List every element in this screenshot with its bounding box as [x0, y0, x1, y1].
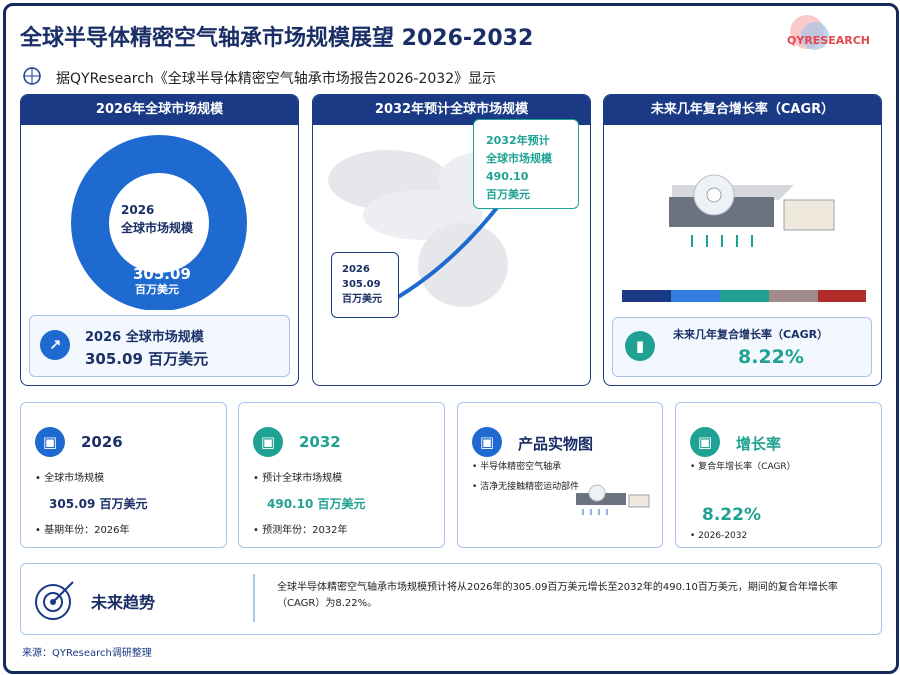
stat-card: ↗ 2026 全球市场规模 305.09 百万美元: [29, 315, 290, 377]
source: 来源：QYResearch调研整理: [22, 648, 152, 659]
card-item: • 预测年份：2032年: [253, 525, 348, 536]
donut-value: 305.09: [133, 265, 191, 283]
card-item: • 半导体精密空气轴承: [472, 462, 562, 472]
card-item: • 全球市场规模: [35, 473, 105, 484]
donut: [71, 135, 247, 310]
callout-text: 2026 305.09 百万美元: [342, 262, 382, 307]
card-item: • 复合年增长率（CAGR）: [690, 462, 796, 472]
arrow-icon: ↗: [40, 330, 70, 360]
callout-line: 2026: [342, 264, 370, 275]
logo-text: QYRESEARCH: [787, 34, 870, 47]
card-title: 2032: [299, 433, 341, 451]
card-icon: ▣: [253, 427, 283, 457]
card-value: 490.10 百万美元: [267, 497, 366, 511]
card-label: 未来几年复合增长率（CAGR）: [673, 328, 829, 341]
callout-line: 2032年预计: [486, 134, 550, 147]
card-item: • 基期年份：2026年: [35, 525, 130, 536]
callout-line: 305.09: [342, 279, 381, 290]
card-item: • 2026-2032: [690, 531, 748, 541]
card-icon: ▣: [472, 427, 502, 457]
callout-line: 百万美元: [486, 188, 530, 201]
panel-title: 2026年全球市场规模: [21, 95, 298, 125]
stat-card: ▮ 未来几年复合增长率（CAGR） 8.22%: [612, 317, 872, 377]
card-value: 305.09 百万美元: [85, 350, 209, 368]
subtitle: 据QYResearch《全球半导体精密空气轴承市场报告2026-2032》显示: [56, 71, 497, 87]
callout-text: 2032年预计 全球市场规模 490.10 百万美元: [486, 132, 552, 204]
product-image: [576, 484, 650, 515]
trend-box: 未来趋势 全球半导体精密空气轴承市场规模预计将从2026年的305.09百万美元…: [20, 563, 882, 635]
card-2032: ▣ 2032 • 预计全球市场规模 490.10 百万美元 • 预测年份：203…: [238, 402, 445, 548]
card-growth: ▣ 增长率 • 复合年增长率（CAGR） 8.22% • 2026-2032: [675, 402, 882, 548]
card-icon: ▣: [690, 427, 720, 457]
target-icon: [35, 581, 74, 620]
title: 全球半导体精密空气轴承市场规模展望 2026-2032: [20, 26, 534, 51]
card-product: ▣ 产品实物图 • 半导体精密空气轴承 • 洁净无接触精密运动部件: [457, 402, 663, 548]
chart-icon: ▮: [625, 331, 655, 361]
card-value: 305.09 百万美元: [49, 497, 148, 511]
donut-unit: 百万美元: [135, 283, 179, 296]
card-value: 8.22%: [702, 505, 761, 525]
divider: [253, 574, 255, 622]
globe-icon: [23, 67, 41, 85]
donut-year: 2026: [121, 203, 155, 217]
card-item: • 预计全球市场规模: [253, 473, 343, 484]
card-title: 产品实物图: [518, 435, 594, 453]
callout-line: 百万美元: [342, 294, 382, 305]
callout-line: 490.10: [486, 170, 529, 183]
trend-title: 未来趋势: [91, 593, 156, 612]
donut-ring: [71, 135, 247, 310]
card-item: • 洁净无接触精密运动部件: [472, 482, 580, 492]
panel-title: 未来几年复合增长率（CAGR）: [604, 95, 881, 125]
panel-2032: 2032年预计全球市场规模 2032年预计 全球市场规模 490.10 百万美元…: [312, 94, 591, 386]
card-title: 2026: [81, 433, 123, 451]
panel-2026: 2026年全球市场规模 2026 全球市场规模 305.09 百万美元 ↗ 20…: [20, 94, 299, 386]
end-callout: 2032年预计 全球市场规模 490.10 百万美元: [473, 119, 579, 209]
callout-line: 全球市场规模: [486, 152, 552, 165]
panel-cagr: 未来几年复合增长率（CAGR） ▮ 未来几年复合增长率（CAGR） 8.22%: [603, 94, 882, 386]
bearing-illustration: [622, 174, 866, 302]
card-icon: ▣: [35, 427, 65, 457]
donut-label: 全球市场规模: [121, 221, 194, 235]
card-2026: ▣ 2026 • 全球市场规模 305.09 百万美元 • 基期年份：2026年: [20, 402, 227, 548]
trend-text: 全球半导体精密空气轴承市场规模预计将从2026年的305.09百万美元增长至20…: [277, 582, 838, 609]
logo: QYRESEARCH: [787, 15, 870, 50]
card-value: 8.22%: [738, 346, 804, 368]
frame: [3, 3, 899, 674]
card-title: 增长率: [736, 435, 782, 453]
card-label: 2026 全球市场规模: [85, 330, 204, 345]
start-callout: 2026 305.09 百万美元: [331, 252, 399, 318]
